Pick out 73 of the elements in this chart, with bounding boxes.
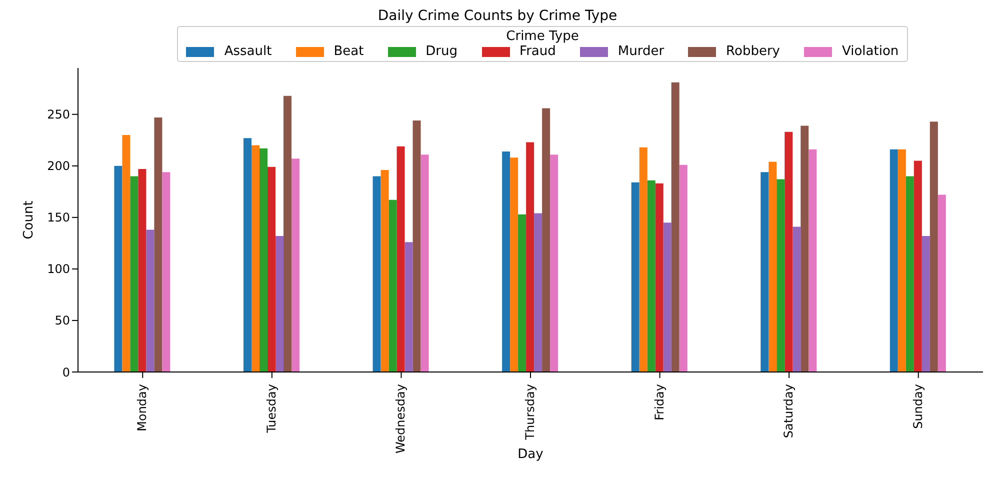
bar bbox=[768, 162, 777, 372]
bar bbox=[679, 164, 688, 372]
bar bbox=[542, 108, 550, 372]
bar bbox=[914, 160, 922, 372]
x-tick-label: Thursday bbox=[523, 384, 538, 441]
y-tick-label: 200 bbox=[47, 159, 70, 174]
legend-label: Assault bbox=[224, 44, 272, 59]
bar bbox=[380, 170, 389, 372]
y-tick-label: 150 bbox=[47, 210, 70, 225]
bar bbox=[663, 222, 672, 372]
x-tick-label: Sunday bbox=[910, 384, 925, 429]
y-tick-label: 100 bbox=[47, 262, 70, 276]
bar bbox=[243, 138, 252, 372]
bar bbox=[631, 182, 640, 372]
bar bbox=[922, 236, 930, 372]
y-axis-title: Count bbox=[22, 200, 37, 240]
legend-label: Fraud bbox=[520, 44, 556, 59]
bar bbox=[146, 230, 154, 372]
x-tick-label: Friday bbox=[652, 384, 666, 420]
x-tick-label: Tuesday bbox=[264, 384, 278, 434]
legend-label: Murder bbox=[618, 44, 664, 59]
bar bbox=[510, 158, 518, 372]
bar bbox=[114, 166, 122, 372]
bar bbox=[906, 176, 914, 372]
bar bbox=[138, 168, 146, 372]
bar bbox=[122, 134, 130, 372]
bar bbox=[502, 151, 510, 372]
bar bbox=[518, 214, 526, 372]
x-axis-title: Day bbox=[518, 447, 544, 462]
x-tick-label: Wednesday bbox=[394, 384, 408, 454]
bar bbox=[760, 172, 769, 372]
bar bbox=[898, 149, 906, 372]
bar bbox=[275, 236, 284, 372]
bar bbox=[784, 132, 793, 372]
bar bbox=[808, 149, 817, 372]
x-tick-label: Monday bbox=[135, 384, 150, 432]
bar bbox=[671, 82, 680, 372]
bar bbox=[154, 117, 162, 372]
bar bbox=[776, 179, 785, 372]
bar bbox=[283, 96, 292, 372]
bar bbox=[890, 149, 898, 372]
bar bbox=[647, 180, 656, 372]
bar bbox=[800, 126, 809, 372]
bar bbox=[404, 242, 413, 372]
bar bbox=[938, 194, 946, 372]
bar bbox=[639, 147, 648, 372]
bar bbox=[655, 183, 664, 372]
bar bbox=[930, 122, 938, 372]
chart-title: Daily Crime Counts by Crime Type bbox=[376, 8, 618, 24]
y-tick-label: 0 bbox=[62, 365, 70, 380]
bar bbox=[526, 142, 534, 372]
bar bbox=[388, 200, 397, 372]
legend-title: Crime Type bbox=[505, 29, 580, 44]
bar bbox=[162, 172, 170, 372]
bar bbox=[251, 145, 260, 372]
bar bbox=[267, 166, 276, 372]
bar bbox=[420, 154, 429, 372]
bar bbox=[372, 176, 381, 372]
bar bbox=[534, 213, 542, 372]
bar bbox=[792, 226, 801, 372]
y-tick-label: 50 bbox=[54, 314, 70, 328]
legend-label: Robbery bbox=[726, 44, 780, 59]
bar bbox=[550, 154, 558, 372]
bar bbox=[396, 146, 405, 372]
x-tick-label: Saturday bbox=[782, 384, 796, 438]
bar bbox=[291, 158, 300, 372]
bar bbox=[259, 148, 268, 372]
legend-label: Beat bbox=[334, 44, 364, 59]
y-tick-label: 250 bbox=[47, 108, 70, 122]
bar bbox=[130, 176, 138, 372]
bar bbox=[412, 120, 421, 372]
legend-label: Drug bbox=[426, 44, 458, 59]
legend-label: Violation bbox=[842, 44, 899, 59]
